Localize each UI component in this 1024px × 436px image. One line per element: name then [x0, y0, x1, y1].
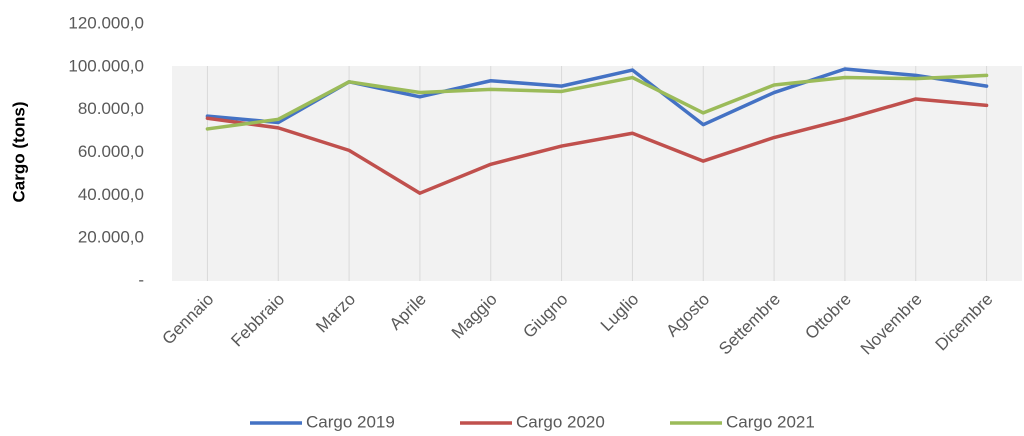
y-tick-label: 120.000,0: [68, 13, 144, 32]
y-tick-label: 20.000,0: [78, 228, 144, 247]
y-tick-label: 40.000,0: [78, 185, 144, 204]
x-tick-label: Marzo: [312, 290, 359, 337]
y-tick-label: -: [138, 270, 144, 289]
x-tick-label: Novembre: [857, 290, 926, 359]
x-tick-label: Aprile: [386, 290, 430, 334]
y-tick-label: 100.000,0: [68, 56, 144, 75]
x-tick-label: Giugno: [519, 290, 571, 342]
y-axis-title: Cargo (tons): [9, 101, 28, 202]
series-line: [205, 73, 989, 131]
x-tick-label: Febbraio: [227, 290, 288, 351]
plot-area: [172, 66, 1022, 281]
x-tick-label: Luglio: [597, 290, 643, 336]
x-tick-label: Dicembre: [932, 290, 997, 355]
x-tick-label: Maggio: [448, 290, 501, 343]
legend-label: Cargo 2020: [516, 412, 605, 431]
y-tick-label: 60.000,0: [78, 142, 144, 161]
y-tick-label: 80.000,0: [78, 99, 144, 118]
legend-label: Cargo 2021: [726, 412, 815, 431]
x-tick-label: Agosto: [662, 290, 713, 341]
x-tick-label: Gennaio: [159, 290, 218, 349]
x-tick-label: Ottobre: [801, 290, 855, 344]
legend-label: Cargo 2019: [306, 412, 395, 431]
x-tick-label: Settembre: [715, 290, 784, 359]
series-line: [205, 97, 989, 195]
